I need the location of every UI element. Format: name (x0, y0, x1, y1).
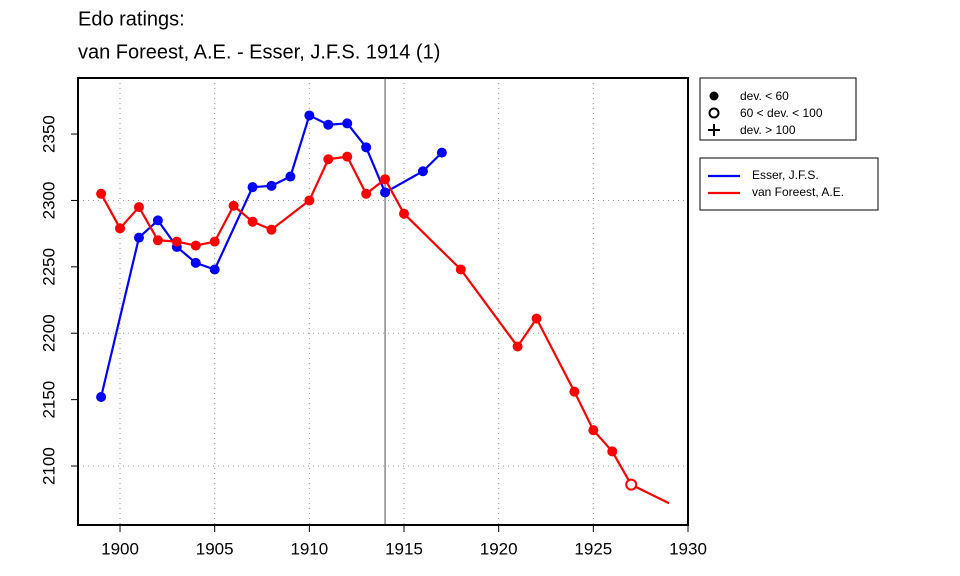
point (209, 236, 220, 247)
legend-label: Esser, J.F.S. (752, 168, 819, 182)
legend-symbol (709, 91, 719, 101)
marker-legend-box (699, 77, 857, 141)
legend-symbol (708, 107, 720, 119)
point (133, 202, 144, 213)
legend-label: 60 < dev. < 100 (740, 106, 823, 120)
point (266, 224, 277, 235)
y-tick-label: 2150 (39, 381, 58, 419)
point (209, 264, 220, 275)
point (342, 118, 353, 129)
point (304, 110, 315, 121)
y-tick-label: 2250 (39, 248, 58, 286)
point (190, 257, 201, 268)
point (399, 208, 410, 219)
x-tick-label: 1920 (480, 539, 518, 558)
point (152, 235, 163, 246)
point (361, 142, 372, 153)
y-tick-label: 2300 (39, 182, 58, 220)
plot-frame (77, 77, 689, 526)
legend-symbol (708, 124, 720, 136)
point (152, 215, 163, 226)
point (171, 236, 182, 247)
point (96, 188, 107, 199)
point (115, 223, 126, 234)
y-tick-label: 2100 (39, 447, 58, 485)
legend-label: van Foreest, A.E. (752, 185, 844, 199)
point (625, 478, 638, 491)
point (247, 216, 258, 227)
point (228, 200, 239, 211)
x-tick-label: 1915 (385, 539, 423, 558)
x-tick-label: 1900 (101, 539, 139, 558)
point (323, 119, 334, 130)
x-tick-label: 1905 (196, 539, 234, 558)
point (455, 264, 466, 275)
chart-title: Edo ratings: (78, 8, 185, 30)
point (190, 240, 201, 251)
point (380, 174, 391, 185)
y-tick-label: 2200 (39, 314, 58, 352)
y-tick-label: 2350 (39, 115, 58, 153)
x-tick-label: 1930 (669, 539, 707, 558)
point (588, 425, 599, 436)
point (380, 187, 391, 198)
point (607, 446, 618, 457)
point (266, 180, 277, 191)
point (96, 391, 107, 402)
point (417, 166, 428, 177)
point (247, 182, 258, 193)
point (323, 154, 334, 165)
point (569, 386, 580, 397)
x-tick-label: 1910 (290, 539, 328, 558)
series-legend-box (699, 157, 879, 211)
series-line (100, 113, 443, 398)
point (361, 188, 372, 199)
point (133, 232, 144, 243)
point (531, 313, 542, 324)
legend-label: dev. > 100 (740, 123, 796, 137)
point (342, 151, 353, 162)
legend-label: dev. < 60 (740, 89, 789, 103)
point (304, 195, 315, 206)
chart-subtitle: van Foreest, A.E. - Esser, J.F.S. 1914 (… (78, 41, 440, 63)
x-tick-label: 1925 (574, 539, 612, 558)
point (436, 147, 447, 158)
point (285, 171, 296, 182)
point (512, 341, 523, 352)
